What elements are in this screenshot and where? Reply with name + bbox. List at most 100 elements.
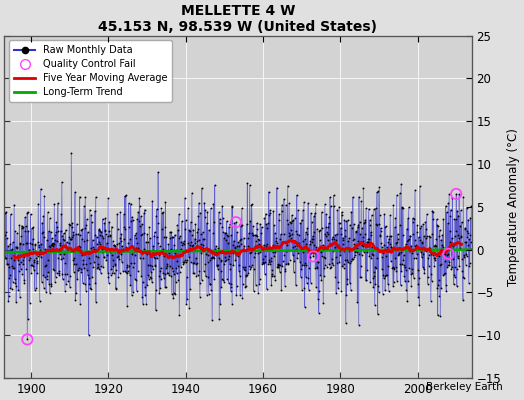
Point: [268, 273, 276, 280]
Point: [318, 209, 326, 215]
Point: [303, 231, 312, 237]
Point: [315, 228, 323, 234]
Point: [182, 258, 190, 265]
Point: [420, 233, 428, 239]
Point: [334, 279, 342, 285]
Point: [88, 274, 96, 280]
Point: [173, 263, 182, 269]
Point: [422, 226, 430, 232]
Point: [347, 225, 356, 232]
Point: [40, 234, 48, 240]
Point: [330, 236, 339, 242]
Point: [325, 261, 333, 267]
Point: [345, 280, 354, 286]
Point: [241, 267, 249, 274]
Point: [138, 221, 146, 228]
Point: [237, 205, 246, 211]
Point: [422, 211, 431, 217]
Point: [175, 312, 183, 318]
Point: [285, 220, 293, 227]
Point: [239, 247, 247, 253]
Point: [151, 262, 159, 268]
Point: [113, 226, 122, 233]
Point: [318, 253, 326, 259]
Point: [358, 225, 366, 231]
Point: [66, 273, 74, 279]
Point: [12, 244, 20, 250]
Point: [127, 218, 135, 224]
Point: [307, 280, 315, 286]
Point: [126, 282, 135, 288]
Point: [249, 288, 258, 294]
Point: [350, 236, 358, 242]
Point: [417, 245, 425, 251]
Point: [212, 252, 221, 258]
Point: [167, 291, 176, 297]
Point: [296, 242, 304, 249]
Point: [180, 259, 188, 265]
Point: [258, 260, 267, 266]
Point: [82, 288, 90, 294]
Point: [256, 248, 265, 255]
Point: [28, 225, 36, 232]
Point: [50, 241, 58, 248]
Point: [181, 256, 190, 263]
Point: [263, 241, 271, 247]
Point: [327, 242, 335, 248]
Point: [9, 264, 17, 271]
Point: [279, 240, 287, 246]
Point: [79, 279, 87, 286]
Point: [382, 253, 390, 259]
Point: [309, 253, 318, 260]
Point: [110, 242, 118, 248]
Point: [371, 281, 379, 287]
Point: [111, 242, 119, 249]
Point: [403, 298, 411, 304]
Point: [320, 254, 329, 261]
Point: [452, 266, 461, 272]
Point: [443, 264, 451, 270]
Point: [194, 226, 202, 232]
Point: [370, 302, 379, 309]
Point: [161, 284, 169, 290]
Point: [139, 255, 147, 262]
Point: [145, 250, 153, 256]
Point: [209, 230, 217, 236]
Point: [160, 270, 169, 277]
Point: [387, 233, 396, 239]
Point: [275, 262, 283, 268]
Point: [165, 254, 173, 260]
Point: [116, 235, 124, 241]
Point: [368, 252, 377, 258]
Point: [202, 251, 210, 258]
Point: [73, 267, 82, 273]
Point: [72, 290, 80, 296]
Point: [105, 219, 113, 225]
Point: [260, 260, 268, 266]
Point: [440, 247, 448, 254]
Point: [285, 232, 293, 239]
Point: [204, 259, 212, 265]
Point: [450, 281, 458, 288]
Point: [73, 276, 81, 283]
Point: [76, 300, 84, 307]
Point: [427, 250, 435, 257]
Point: [429, 215, 437, 222]
Point: [181, 195, 189, 201]
Point: [156, 243, 164, 249]
Point: [290, 258, 299, 264]
Point: [439, 244, 447, 250]
Point: [314, 310, 323, 316]
Point: [134, 268, 142, 274]
Point: [151, 263, 159, 269]
Point: [14, 256, 22, 263]
Point: [168, 265, 177, 272]
Point: [242, 273, 250, 279]
Point: [138, 278, 147, 285]
Point: [201, 261, 210, 267]
Point: [328, 256, 336, 262]
Point: [352, 246, 361, 252]
Point: [405, 265, 413, 271]
Point: [385, 233, 394, 239]
Point: [118, 248, 126, 254]
